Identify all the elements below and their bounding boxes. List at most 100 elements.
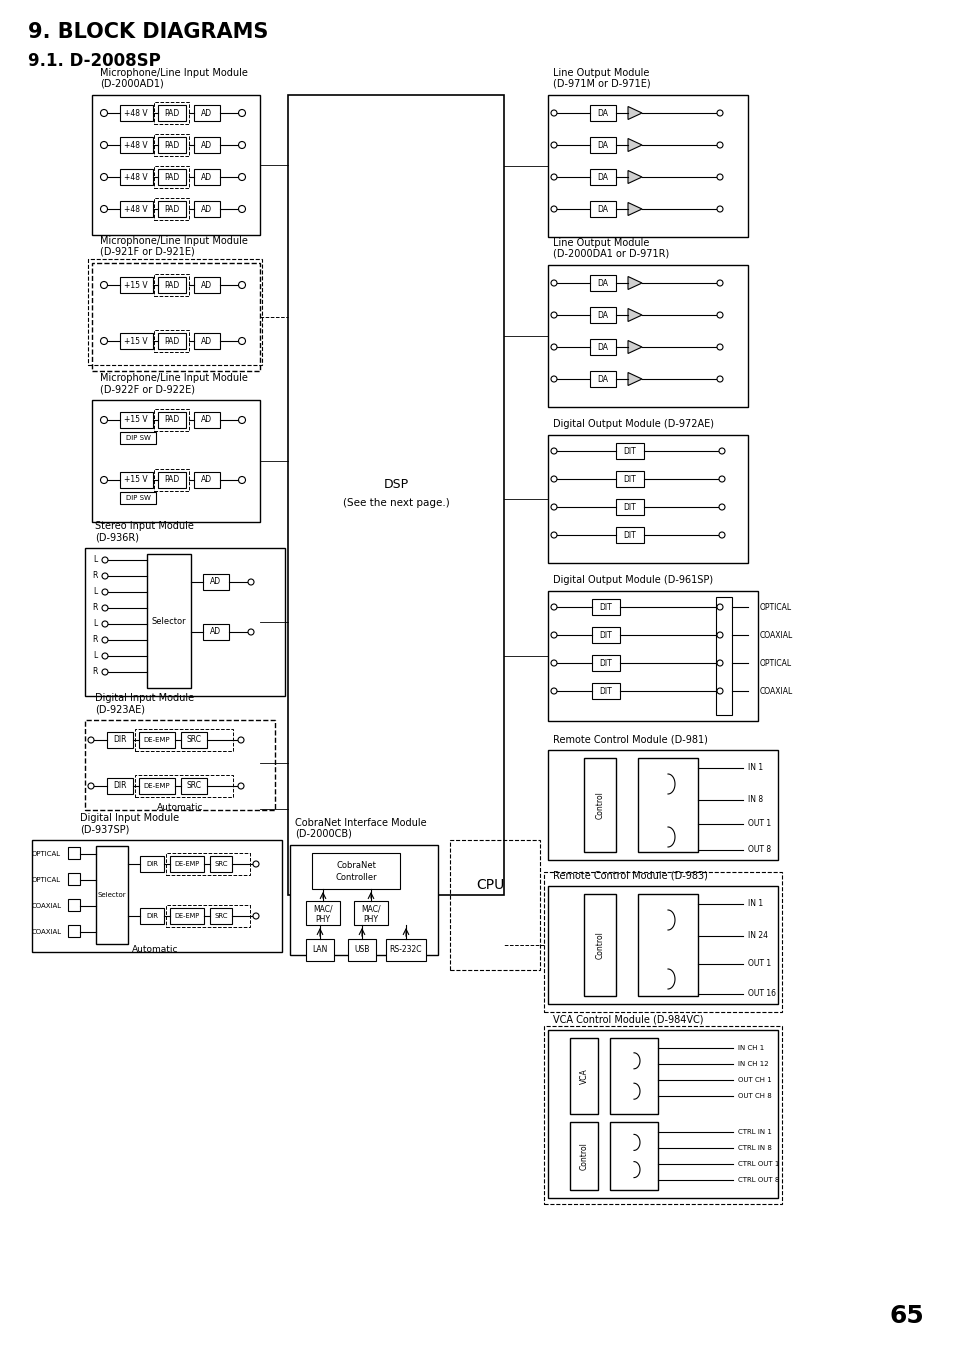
Bar <box>547 95 747 236</box>
Text: OPTICAL: OPTICAL <box>32 851 61 857</box>
Text: PHY: PHY <box>315 915 330 924</box>
Text: AD: AD <box>211 577 221 586</box>
Bar <box>85 720 274 811</box>
Bar <box>589 276 616 290</box>
Bar <box>450 840 539 970</box>
Text: DIR: DIR <box>113 781 127 790</box>
Text: AD: AD <box>201 141 213 150</box>
Text: CobraNet Interface Module: CobraNet Interface Module <box>294 817 426 828</box>
Bar <box>120 169 152 185</box>
Bar <box>583 758 616 852</box>
Bar <box>120 332 152 349</box>
Text: Automatic: Automatic <box>156 804 203 812</box>
Text: DIT: DIT <box>623 446 636 455</box>
Bar <box>166 852 250 875</box>
Bar <box>68 873 80 885</box>
Bar <box>153 199 189 220</box>
Text: MAC/: MAC/ <box>313 905 333 913</box>
Text: Digital Input Module: Digital Input Module <box>80 813 179 823</box>
Bar <box>153 166 189 188</box>
Text: +48 V: +48 V <box>124 173 148 181</box>
Bar <box>120 277 152 293</box>
Text: IN CH 12: IN CH 12 <box>738 1061 768 1067</box>
Bar <box>181 732 207 748</box>
Text: +15 V: +15 V <box>124 281 148 289</box>
Text: OUT 16: OUT 16 <box>747 989 775 998</box>
Bar <box>589 105 616 122</box>
Text: DIT: DIT <box>623 531 636 539</box>
Text: CTRL OUT 1: CTRL OUT 1 <box>738 1161 779 1167</box>
Text: DIR: DIR <box>113 735 127 744</box>
Bar <box>193 471 220 488</box>
Text: DIT: DIT <box>599 658 612 667</box>
Text: OUT 8: OUT 8 <box>747 846 770 854</box>
Text: DIT: DIT <box>599 603 612 612</box>
Bar <box>592 684 619 698</box>
Bar <box>170 908 204 924</box>
Text: DE-EMP: DE-EMP <box>144 738 171 743</box>
Text: DIP SW: DIP SW <box>126 494 151 501</box>
Bar <box>88 259 262 365</box>
Text: COAXIAL: COAXIAL <box>760 631 792 639</box>
Bar <box>85 549 285 696</box>
Text: AD: AD <box>201 204 213 213</box>
Text: Remote Control Module (D-983): Remote Control Module (D-983) <box>553 870 707 880</box>
Bar <box>120 492 156 504</box>
Text: CTRL OUT 8: CTRL OUT 8 <box>738 1177 779 1183</box>
Text: MAC/: MAC/ <box>361 905 380 913</box>
Text: Selector: Selector <box>152 616 186 626</box>
Bar <box>166 905 250 927</box>
Text: OUT 1: OUT 1 <box>747 959 770 969</box>
Bar <box>616 443 643 459</box>
Bar <box>569 1121 598 1190</box>
Bar <box>547 435 747 563</box>
Bar <box>547 750 778 861</box>
Bar <box>120 136 152 153</box>
Text: (See the next page.): (See the next page.) <box>342 499 449 508</box>
Text: DA: DA <box>597 173 608 181</box>
Text: DA: DA <box>597 311 608 319</box>
Bar <box>153 330 189 353</box>
Bar <box>120 201 152 218</box>
Text: +15 V: +15 V <box>124 336 148 346</box>
Bar <box>609 1038 658 1115</box>
Text: RS-232C: RS-232C <box>390 946 422 955</box>
Bar <box>193 332 220 349</box>
Bar <box>589 169 616 185</box>
Text: DA: DA <box>597 204 608 213</box>
Text: OUT CH 8: OUT CH 8 <box>738 1093 771 1098</box>
Bar <box>592 627 619 643</box>
Polygon shape <box>627 340 641 354</box>
Text: DA: DA <box>597 278 608 288</box>
Text: OPTICAL: OPTICAL <box>32 877 61 884</box>
Bar <box>107 778 132 794</box>
Text: COAXIAL: COAXIAL <box>32 929 62 935</box>
Polygon shape <box>627 277 641 289</box>
Text: R: R <box>92 635 97 644</box>
Text: 9. BLOCK DIAGRAMS: 9. BLOCK DIAGRAMS <box>28 22 268 42</box>
Text: DE-EMP: DE-EMP <box>174 913 199 919</box>
Bar <box>583 894 616 996</box>
Text: DA: DA <box>597 374 608 384</box>
Text: AD: AD <box>201 108 213 118</box>
Bar <box>616 471 643 486</box>
Bar <box>193 277 220 293</box>
Text: OUT 1: OUT 1 <box>747 820 770 828</box>
Bar <box>386 939 426 961</box>
Bar <box>32 840 282 952</box>
Text: IN 24: IN 24 <box>747 931 767 940</box>
Bar <box>543 871 781 1012</box>
Text: PHY: PHY <box>363 915 378 924</box>
Bar <box>638 758 698 852</box>
Polygon shape <box>627 107 641 119</box>
Text: 65: 65 <box>888 1304 923 1328</box>
Bar <box>290 844 437 955</box>
Text: Microphone/Line Input Module: Microphone/Line Input Module <box>100 236 248 246</box>
Bar <box>547 265 747 407</box>
Text: DIP SW: DIP SW <box>126 435 151 440</box>
Text: VCA Control Module (D-984VC): VCA Control Module (D-984VC) <box>553 1015 702 1024</box>
Bar <box>589 372 616 386</box>
Polygon shape <box>627 373 641 385</box>
Text: DIR: DIR <box>146 913 158 919</box>
Bar <box>139 778 174 794</box>
